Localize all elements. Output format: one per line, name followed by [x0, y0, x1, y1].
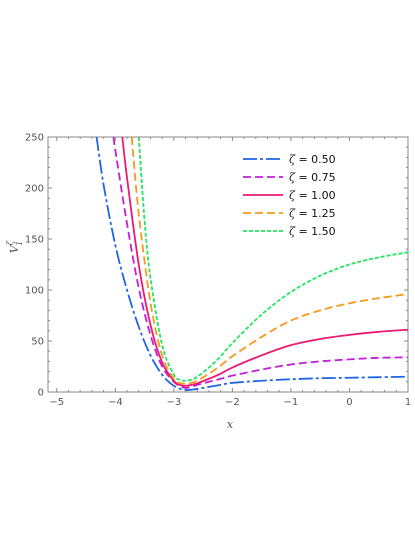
y-axis-title-sup: ζ	[6, 240, 15, 245]
y-tick-label: 150	[25, 235, 44, 246]
y-axis-title-main: V	[8, 244, 21, 253]
x-tick-label: 0	[346, 397, 352, 408]
y-tick-label: 250	[25, 133, 44, 144]
y-tick-label: 50	[31, 337, 44, 348]
x-tick-label: −4	[108, 397, 123, 408]
y-tick-label: 0	[38, 388, 44, 399]
y-axis-title-sub: 1	[15, 241, 24, 246]
axis-ticks: −5 −4 −3 −2 −1 0 1 0 50 100 150 200 250	[25, 133, 411, 409]
y-tick-label: 200	[25, 184, 44, 195]
plot-border	[47, 136, 409, 393]
y-axis-title: Vζ1	[6, 240, 24, 253]
x-tick-label: −1	[284, 397, 299, 408]
legend-label-3: ζ = 1.00	[289, 189, 336, 202]
y-tick-label: 100	[25, 286, 44, 297]
series-line-3	[121, 137, 408, 387]
x-tick-label: 1	[405, 397, 411, 408]
series-line-4	[130, 137, 408, 385]
legend-label-5: ζ = 1.50	[289, 225, 336, 238]
legend: ζ = 0.50 ζ = 0.75 ζ = 1.00 ζ = 1.25 ζ = 1.50	[243, 153, 336, 238]
series-line-5	[137, 137, 408, 382]
series-line-2	[112, 137, 408, 389]
x-tick-label: −2	[225, 397, 240, 408]
x-tick-label: −3	[166, 397, 181, 408]
svg-text:Vζ1: Vζ1	[6, 240, 24, 253]
series-line-1	[95, 137, 408, 391]
legend-label-1: ζ = 0.50	[289, 153, 336, 166]
legend-label-4: ζ = 1.25	[289, 207, 336, 220]
legend-label-2: ζ = 0.75	[289, 171, 336, 184]
plot-frame	[47, 136, 409, 393]
x-axis-title: x	[227, 418, 234, 431]
series-lines	[95, 137, 408, 391]
x-tick-label: −5	[49, 397, 64, 408]
